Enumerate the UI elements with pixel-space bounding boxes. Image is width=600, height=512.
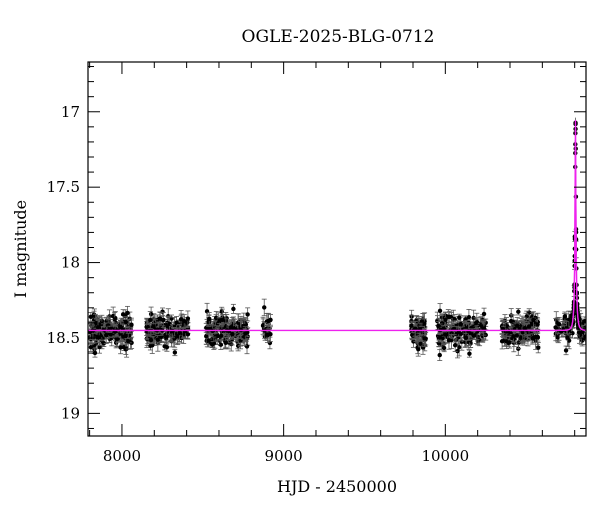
model-curve-peak	[558, 119, 586, 332]
data-point	[219, 314, 225, 326]
data-point	[417, 322, 423, 336]
data-point	[437, 349, 443, 361]
data-point	[125, 332, 131, 350]
data-point	[522, 319, 528, 338]
data-point	[88, 312, 94, 322]
data-point	[442, 311, 448, 328]
data-point	[128, 317, 134, 332]
data-point	[181, 314, 187, 328]
data-point	[481, 321, 487, 336]
x-tick-label: 8000	[103, 447, 141, 465]
data-point	[514, 320, 520, 332]
data-point	[185, 329, 191, 340]
data-point	[155, 335, 161, 345]
data-point	[92, 348, 98, 358]
data-point	[230, 303, 236, 314]
data-point	[160, 311, 166, 328]
x-tick-label: 10000	[421, 447, 469, 465]
data-point	[123, 316, 129, 329]
plot-area	[88, 117, 586, 361]
axis-ticks: 8000 9000 10000 17 17.5 18 18.5 19	[47, 62, 586, 465]
data-point	[147, 311, 153, 329]
data-point	[458, 326, 464, 342]
data-point	[107, 325, 113, 333]
x-axis-label: HJD - 2450000	[277, 477, 397, 496]
y-tick-label: 18	[61, 254, 80, 272]
data-point	[177, 323, 183, 343]
y-axis-label: I magnitude	[11, 200, 30, 298]
y-tick-label: 19	[61, 404, 80, 422]
data-point	[185, 310, 191, 327]
data-point	[446, 330, 452, 350]
data-point	[562, 311, 568, 322]
data-point	[148, 335, 154, 345]
data-point	[437, 332, 443, 343]
data-point	[120, 331, 126, 342]
data-point	[530, 311, 536, 329]
plot-frame	[87, 61, 587, 437]
data-point	[564, 328, 570, 347]
data-point	[515, 308, 521, 316]
data-point	[463, 328, 469, 347]
x-tick-label: 9000	[265, 447, 303, 465]
data-point	[499, 333, 505, 350]
data-point	[174, 316, 180, 330]
data-point	[534, 328, 540, 345]
y-tick-label: 17	[61, 103, 80, 121]
data-point	[157, 311, 163, 326]
data-point	[268, 314, 274, 326]
data-point	[441, 343, 447, 353]
data-point	[206, 333, 212, 348]
data-point	[471, 331, 477, 340]
data-point	[556, 318, 562, 330]
data-point	[481, 307, 487, 321]
data-point	[206, 312, 212, 326]
data-point	[242, 326, 248, 341]
model-curve	[88, 140, 586, 332]
data-point	[504, 333, 510, 350]
data-point	[172, 348, 178, 357]
data-point	[473, 317, 479, 330]
data-point	[555, 332, 561, 343]
data-point	[456, 313, 462, 322]
data-point	[244, 338, 250, 355]
data-point	[455, 343, 461, 359]
data-point	[223, 336, 229, 349]
y-tick-label: 17.5	[47, 178, 80, 196]
data-point	[218, 339, 224, 350]
data-point	[150, 318, 156, 335]
chart-title: OGLE-2025-BLG-0712	[242, 27, 435, 47]
data-point	[209, 341, 215, 348]
data-point	[124, 305, 130, 320]
data-point	[261, 298, 267, 317]
data-point	[466, 349, 472, 358]
data-point	[435, 321, 441, 331]
data-point	[526, 317, 532, 336]
data-point	[162, 342, 168, 351]
data-point	[530, 333, 536, 344]
data-point	[172, 329, 178, 348]
data-point	[452, 338, 458, 352]
data-point	[445, 309, 451, 325]
data-point	[419, 316, 425, 327]
y-tick-label: 18.5	[47, 329, 80, 347]
data-point	[563, 345, 569, 356]
